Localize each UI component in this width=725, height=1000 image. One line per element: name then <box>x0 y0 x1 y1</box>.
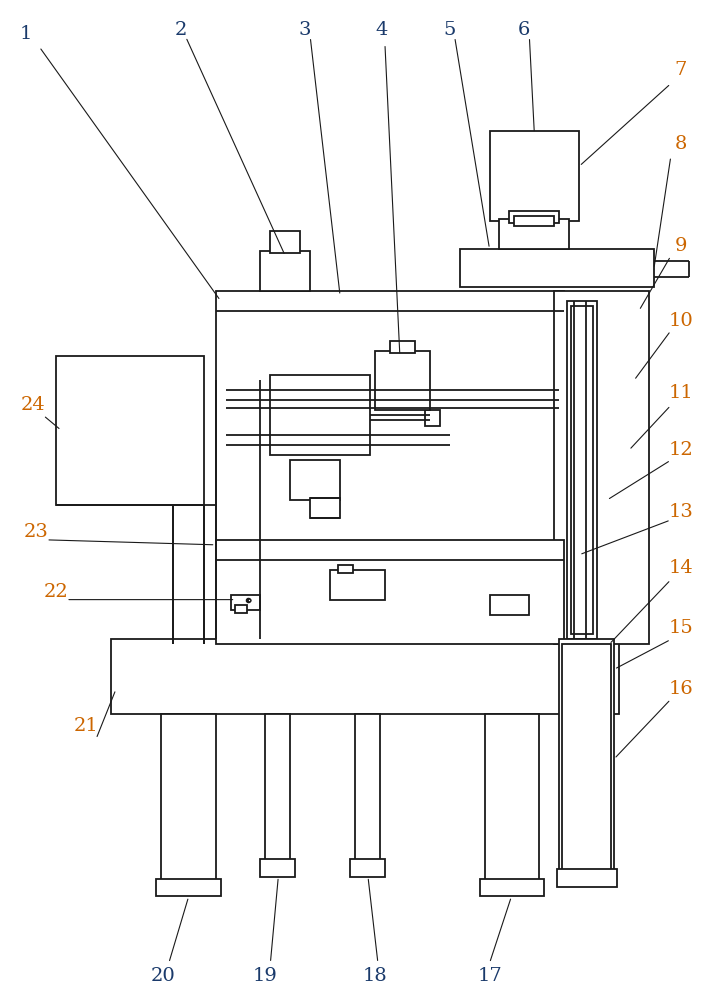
Bar <box>510 211 559 223</box>
Text: 6: 6 <box>518 21 531 39</box>
Bar <box>489 595 529 615</box>
Bar <box>350 859 385 877</box>
Bar <box>236 605 247 613</box>
Text: 9: 9 <box>674 237 687 255</box>
Bar <box>562 644 611 874</box>
Bar <box>355 714 380 869</box>
Bar <box>290 460 340 500</box>
Bar <box>215 540 564 644</box>
Bar <box>111 639 619 714</box>
Bar <box>390 341 415 353</box>
Text: 15: 15 <box>668 619 693 637</box>
Text: 24: 24 <box>21 396 46 414</box>
Bar <box>489 131 579 221</box>
Bar <box>425 410 439 426</box>
Bar <box>338 565 353 573</box>
Bar <box>460 249 654 287</box>
Text: 7: 7 <box>674 61 687 79</box>
Text: 22: 22 <box>44 583 69 601</box>
Text: 14: 14 <box>668 559 693 577</box>
Bar <box>156 879 220 896</box>
Bar <box>260 251 310 291</box>
Bar <box>231 595 260 610</box>
Text: 1: 1 <box>20 25 33 43</box>
Text: 10: 10 <box>668 312 693 330</box>
Bar <box>567 301 597 639</box>
Bar <box>161 714 215 889</box>
Bar <box>515 216 554 226</box>
Bar <box>330 570 385 600</box>
Text: 5: 5 <box>444 21 456 39</box>
Text: 18: 18 <box>362 967 387 985</box>
Bar <box>375 351 430 410</box>
Bar <box>479 879 544 896</box>
Text: 2: 2 <box>175 21 187 39</box>
Bar <box>500 219 569 249</box>
Bar <box>215 291 564 550</box>
Bar <box>260 859 295 877</box>
Bar <box>559 639 614 879</box>
Text: 16: 16 <box>668 680 693 698</box>
Text: 19: 19 <box>253 967 278 985</box>
Text: 12: 12 <box>668 441 693 459</box>
Text: 4: 4 <box>376 21 388 39</box>
Bar <box>571 306 593 634</box>
Text: 17: 17 <box>477 967 502 985</box>
Text: 20: 20 <box>150 967 175 985</box>
Bar <box>265 714 290 869</box>
Bar <box>310 498 340 518</box>
Bar <box>554 291 649 644</box>
Text: 23: 23 <box>24 523 49 541</box>
Text: 21: 21 <box>74 717 99 735</box>
Text: 3: 3 <box>299 21 312 39</box>
Bar <box>270 375 370 455</box>
Bar <box>558 869 617 887</box>
Bar <box>484 714 539 889</box>
Bar <box>56 356 204 505</box>
Text: 11: 11 <box>668 384 693 402</box>
Bar <box>270 231 300 253</box>
Text: 13: 13 <box>668 503 693 521</box>
Text: 8: 8 <box>674 135 687 153</box>
